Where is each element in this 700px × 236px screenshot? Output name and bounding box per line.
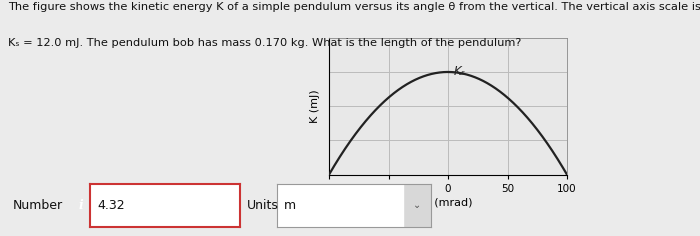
X-axis label: θ (mrad): θ (mrad) (424, 198, 473, 208)
Text: Kₛ: Kₛ (454, 65, 466, 79)
Text: Units: Units (246, 199, 279, 212)
Bar (276, 184, 402, 227)
Text: Number: Number (13, 199, 63, 212)
Text: 4.32: 4.32 (97, 199, 125, 212)
Text: m: m (284, 199, 296, 212)
Text: The figure shows the kinetic energy K of a simple pendulum versus its angle θ fr: The figure shows the kinetic energy K of… (8, 2, 700, 12)
Text: i: i (79, 199, 83, 212)
Y-axis label: K (mJ): K (mJ) (310, 89, 320, 123)
Text: Kₛ = 12.0 mJ. The pendulum bob has mass 0.170 kg. What is the length of the pend: Kₛ = 12.0 mJ. The pendulum bob has mass … (8, 38, 522, 48)
Text: ⌄: ⌄ (412, 200, 421, 210)
